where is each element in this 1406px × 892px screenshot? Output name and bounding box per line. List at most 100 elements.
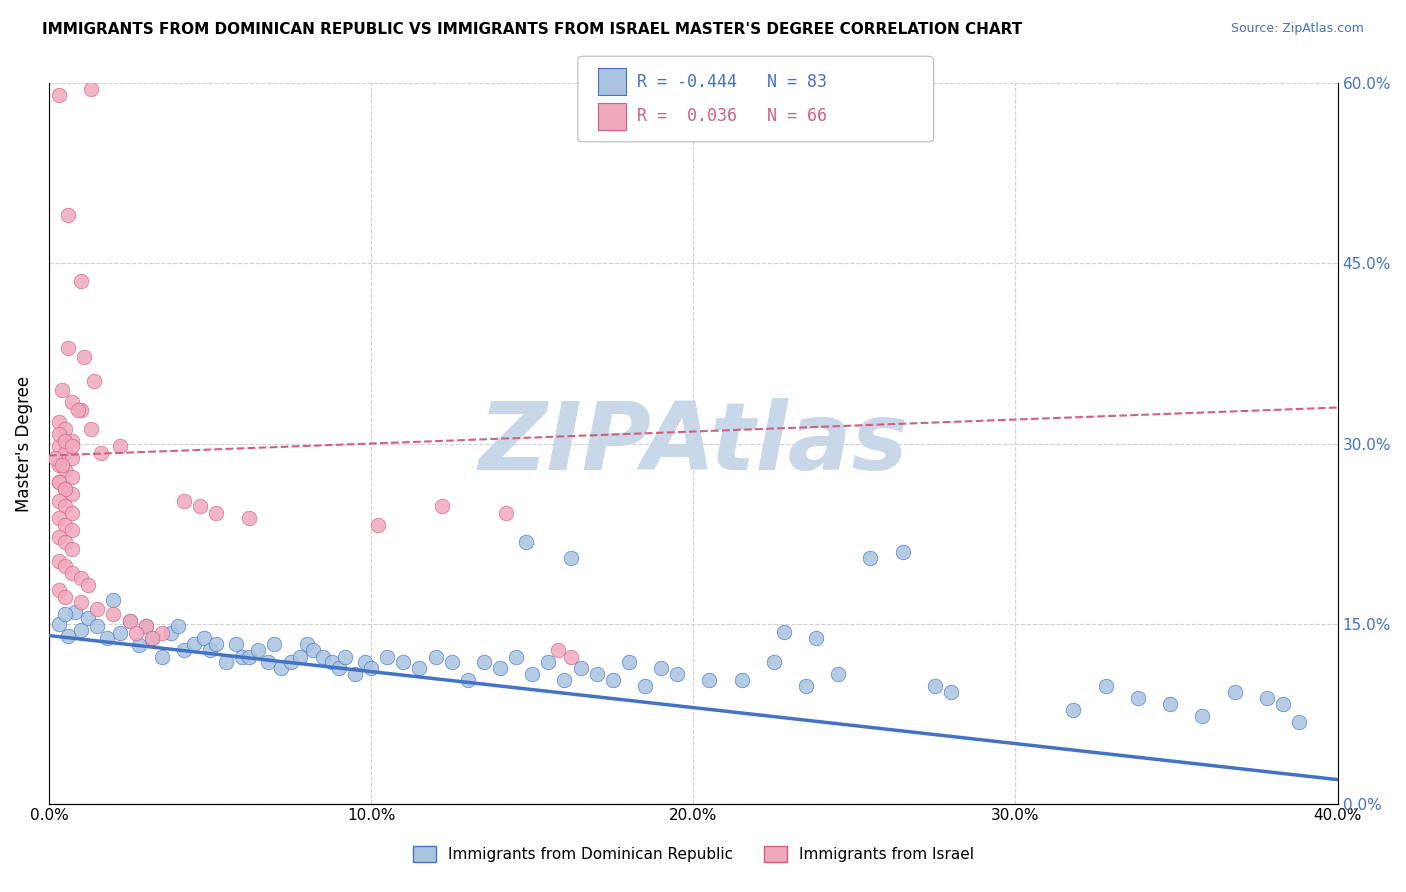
Point [375, 650, 398, 665]
Point [60, 439, 83, 453]
Point [76, 610, 98, 624]
Point [53, 499, 76, 513]
Point [804, 631, 827, 645]
Point [60, 470, 83, 484]
Y-axis label: Master's Degree: Master's Degree [15, 376, 32, 512]
Point [60, 523, 83, 537]
Point [58, 341, 80, 355]
Point [198, 643, 221, 657]
Point [1256, 691, 1278, 706]
Point [48, 439, 70, 453]
Point [634, 679, 657, 693]
Point [58, 209, 80, 223]
Point [86, 619, 108, 633]
Point [495, 506, 517, 520]
Point [141, 631, 163, 645]
Point [290, 650, 312, 665]
Point [537, 655, 560, 669]
Point [225, 637, 247, 651]
Point [60, 542, 83, 557]
Point [60, 566, 83, 581]
Point [257, 655, 280, 669]
Point [312, 650, 335, 665]
Point [190, 499, 212, 513]
Point [66, 403, 89, 417]
Point [1062, 703, 1084, 717]
Point [166, 619, 188, 633]
Point [280, 655, 302, 669]
Text: R =  0.036   N = 66: R = 0.036 N = 66 [637, 107, 827, 125]
Point [80, 422, 103, 436]
Point [70, 571, 93, 585]
Point [425, 650, 447, 665]
Point [53, 535, 76, 549]
Point [193, 631, 215, 645]
Point [344, 667, 367, 681]
Point [60, 450, 83, 465]
Point [1126, 691, 1149, 706]
Point [103, 607, 125, 621]
Point [602, 673, 624, 687]
Text: IMMIGRANTS FROM DOMINICAN REPUBLIC VS IMMIGRANTS FROM ISRAEL MASTER'S DEGREE COR: IMMIGRANTS FROM DOMINICAN REPUBLIC VS IM… [42, 22, 1022, 37]
Point [51, 458, 73, 472]
Point [585, 667, 607, 681]
Point [440, 655, 463, 669]
Point [53, 446, 76, 460]
Point [160, 626, 183, 640]
Point [73, 350, 96, 364]
Point [238, 511, 260, 525]
Point [53, 482, 76, 496]
Point [53, 463, 76, 477]
Point [457, 673, 479, 687]
Point [569, 661, 592, 675]
Point [141, 631, 163, 645]
Point [48, 426, 70, 441]
Point [80, 82, 103, 96]
Point [63, 605, 86, 619]
Point [699, 673, 721, 687]
Point [108, 439, 131, 453]
Point [48, 511, 70, 525]
Point [263, 637, 285, 651]
Point [924, 679, 946, 693]
Point [302, 643, 325, 657]
Point [560, 650, 582, 665]
Point [205, 637, 228, 651]
Point [135, 619, 157, 633]
Point [1288, 714, 1310, 729]
Point [1223, 685, 1246, 699]
Point [939, 685, 962, 699]
Text: Source: ZipAtlas.com: Source: ZipAtlas.com [1230, 22, 1364, 36]
Point [108, 626, 131, 640]
Point [859, 550, 882, 565]
Point [772, 624, 794, 639]
Point [1159, 697, 1181, 711]
Point [560, 550, 582, 565]
Point [360, 661, 382, 675]
Point [794, 679, 817, 693]
Point [48, 415, 70, 429]
Point [70, 403, 93, 417]
Point [58, 629, 80, 643]
Point [150, 626, 173, 640]
Point [547, 643, 569, 657]
Point [60, 394, 83, 409]
Point [295, 637, 318, 651]
Text: ZIPAtlas: ZIPAtlas [478, 398, 908, 490]
Point [118, 614, 141, 628]
Point [553, 673, 575, 687]
Point [173, 643, 195, 657]
Point [48, 475, 70, 489]
Point [44, 450, 66, 465]
Point [183, 637, 205, 651]
Point [48, 88, 70, 103]
Point [891, 544, 914, 558]
Point [522, 667, 544, 681]
Point [367, 518, 389, 533]
Point [48, 616, 70, 631]
Point [472, 655, 495, 669]
Point [515, 535, 537, 549]
Point [205, 506, 228, 520]
Point [53, 518, 76, 533]
Point [128, 638, 150, 652]
